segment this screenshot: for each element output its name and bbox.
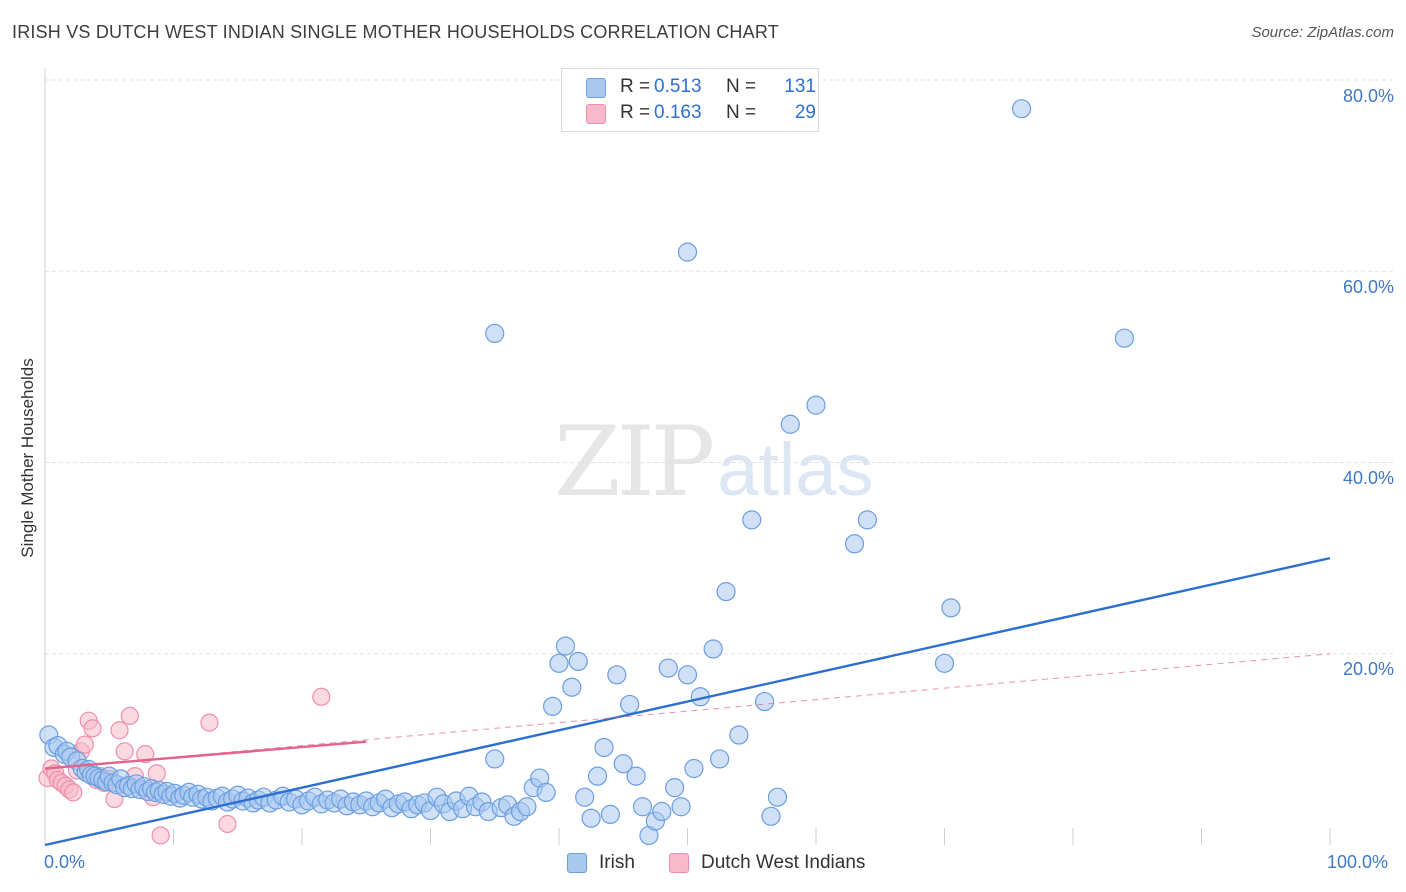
y-tick-label-60: 60.0% bbox=[1342, 277, 1394, 297]
irish-point bbox=[568, 651, 588, 672]
irish-point bbox=[941, 598, 961, 618]
irish-point bbox=[710, 749, 730, 769]
irish-point bbox=[767, 787, 788, 807]
r-value: 0.163 bbox=[654, 102, 702, 123]
irish-point bbox=[729, 725, 749, 745]
dutch-west-indians-swatch bbox=[669, 853, 689, 873]
chart-title: IRISH VS DUTCH WEST INDIAN SINGLE MOTHER… bbox=[12, 22, 779, 42]
n-value: 131 bbox=[784, 76, 816, 97]
irish-point bbox=[536, 782, 556, 803]
dutch-west-indians-point bbox=[151, 826, 170, 845]
y-tick-label-80: 80.0% bbox=[1342, 86, 1394, 106]
irish-point bbox=[844, 534, 865, 554]
irish-point bbox=[780, 414, 800, 434]
irish-point bbox=[671, 797, 691, 817]
irish-point bbox=[485, 749, 505, 769]
irish-point bbox=[716, 581, 736, 602]
irish-point bbox=[600, 804, 621, 825]
irish-point bbox=[684, 758, 704, 779]
irish-point bbox=[549, 653, 569, 673]
irish-point bbox=[1114, 328, 1135, 348]
irish-point bbox=[626, 766, 646, 786]
irish-point bbox=[742, 510, 762, 530]
irish-point bbox=[613, 754, 633, 774]
irish-point bbox=[632, 797, 653, 817]
x-tick-label-100: 100.0% bbox=[1327, 852, 1389, 872]
r-label: R = bbox=[620, 102, 651, 123]
y-tick-label-40: 40.0% bbox=[1342, 468, 1394, 488]
irish-point bbox=[652, 801, 672, 822]
source-credit: Source: ZipAtlas.com bbox=[1251, 24, 1394, 41]
irish-swatch bbox=[586, 78, 606, 98]
dutch-west-indians-point bbox=[120, 706, 139, 726]
irish-point bbox=[703, 639, 723, 659]
irish-point bbox=[754, 691, 775, 712]
irish-point bbox=[934, 653, 955, 673]
irish-point bbox=[658, 658, 678, 678]
r-label: R = bbox=[620, 76, 651, 97]
y-axis-label: Single Mother Households bbox=[18, 358, 37, 558]
r-value: 0.513 bbox=[654, 76, 702, 97]
irish-point bbox=[1011, 99, 1032, 119]
dutch-west-indians-point bbox=[83, 719, 102, 738]
irish-point bbox=[607, 665, 627, 685]
legend-label: Dutch West Indians bbox=[701, 852, 866, 873]
irish-point bbox=[761, 806, 781, 826]
irish-point bbox=[575, 787, 595, 807]
dutch-west-indians-point bbox=[312, 687, 331, 706]
y-tick-label-20: 20.0% bbox=[1342, 659, 1394, 679]
irish-point bbox=[677, 665, 698, 685]
dutch-west-indians-point bbox=[136, 745, 155, 764]
irish-point bbox=[555, 636, 576, 656]
irish-point bbox=[620, 694, 640, 715]
watermark-atlas: atlas bbox=[717, 428, 874, 511]
irish-point bbox=[665, 778, 685, 798]
irish-point bbox=[806, 395, 826, 415]
dutch-west-indians-point bbox=[115, 742, 134, 761]
dutch-west-indians-swatch bbox=[586, 104, 606, 124]
x-tick-label-0: 0.0% bbox=[44, 852, 86, 872]
irish-point bbox=[485, 323, 505, 344]
n-value: 29 bbox=[794, 102, 816, 123]
irish-point bbox=[587, 766, 608, 786]
n-label: N = bbox=[726, 76, 757, 97]
legend-label: Irish bbox=[599, 852, 635, 873]
irish-point bbox=[562, 677, 582, 697]
dutch-west-indians-point bbox=[200, 713, 219, 732]
irish-point bbox=[517, 797, 537, 817]
dutch-west-indians-point bbox=[218, 814, 237, 834]
correlation-legend: R = 0.513 N = 131 R = 0.163 N = 29 bbox=[561, 68, 819, 132]
dutch-west-indians-point bbox=[64, 783, 83, 802]
irish-point bbox=[581, 808, 601, 828]
dutch-west-indians-point bbox=[110, 721, 129, 740]
irish-point bbox=[594, 737, 614, 758]
dutch-west-indians-point bbox=[75, 735, 94, 754]
irish-point bbox=[542, 696, 563, 716]
irish-swatch bbox=[567, 853, 587, 873]
irish-trend-line bbox=[44, 556, 1331, 847]
n-label: N = bbox=[726, 102, 757, 123]
irish-point bbox=[677, 242, 698, 262]
dutch-west-indians-trend-line bbox=[44, 740, 367, 770]
irish-point bbox=[857, 510, 878, 530]
